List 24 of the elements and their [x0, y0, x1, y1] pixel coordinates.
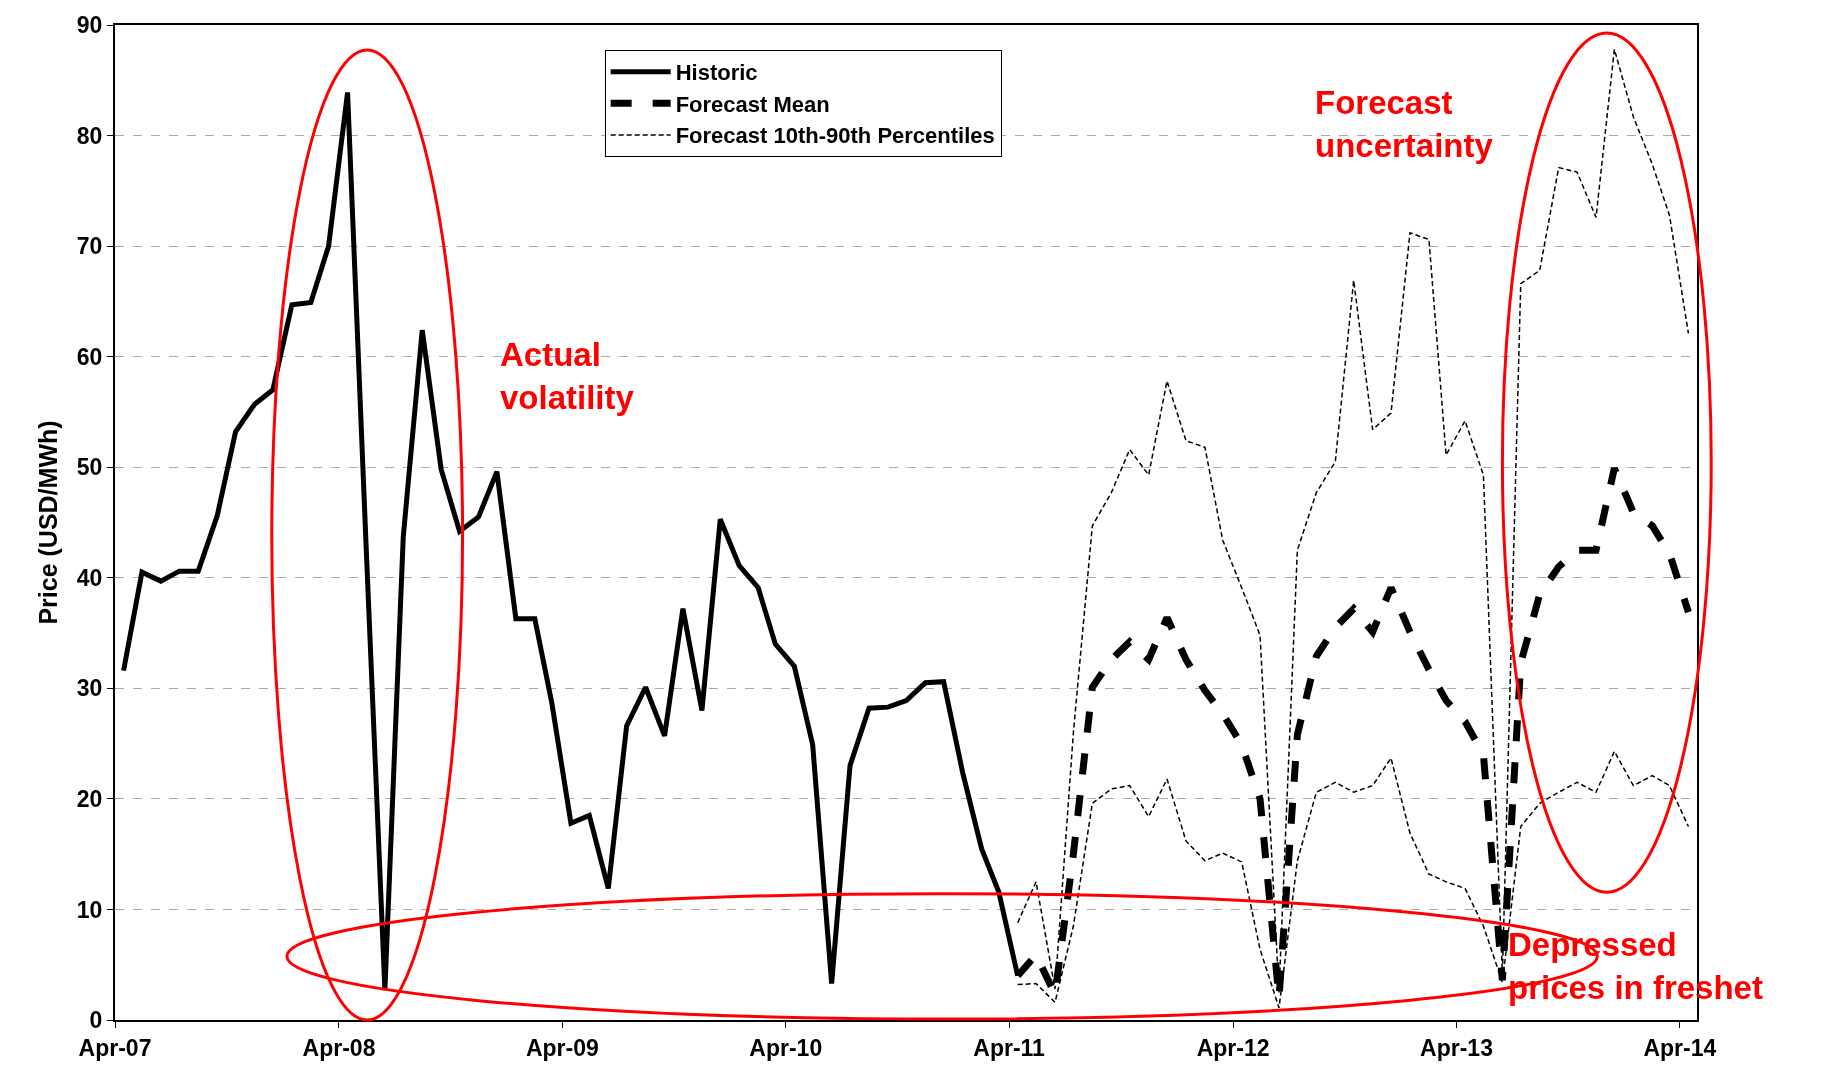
y-tick-label: 30 — [76, 675, 103, 702]
y-tick-label: 0 — [89, 1007, 103, 1034]
y-tick-label: 40 — [76, 564, 103, 591]
x-tick-label: Apr-14 — [1643, 1034, 1717, 1061]
y-tick-label: 60 — [76, 343, 103, 370]
x-tick-label: Apr-10 — [749, 1034, 823, 1061]
y-tick-label: 50 — [76, 454, 103, 481]
y-tick-label: 20 — [76, 785, 103, 812]
legend-label: Historic — [675, 60, 758, 86]
x-tick-label: Apr-13 — [1420, 1034, 1493, 1061]
x-tick-label: Apr-08 — [302, 1034, 376, 1061]
x-tick-label: Apr-12 — [1196, 1034, 1270, 1061]
annotation: Forecast uncertainty — [1315, 84, 1494, 164]
annotation: Actual volatility — [500, 336, 635, 416]
y-tick-label: 70 — [76, 233, 103, 260]
y-tick-label: 80 — [76, 122, 103, 149]
x-tick-label: Apr-11 — [973, 1034, 1046, 1061]
x-tick-label: Apr-07 — [78, 1034, 152, 1061]
y-tick-label: 10 — [76, 896, 103, 923]
y-tick-label: 90 — [76, 12, 103, 39]
legend-label: Forecast Mean — [675, 91, 830, 117]
x-tick-label: Apr-09 — [525, 1034, 599, 1061]
y-axis-title: Price (USD/MWh) — [34, 420, 63, 625]
legend-label: Forecast 10th-90th Percentiles — [675, 123, 995, 149]
